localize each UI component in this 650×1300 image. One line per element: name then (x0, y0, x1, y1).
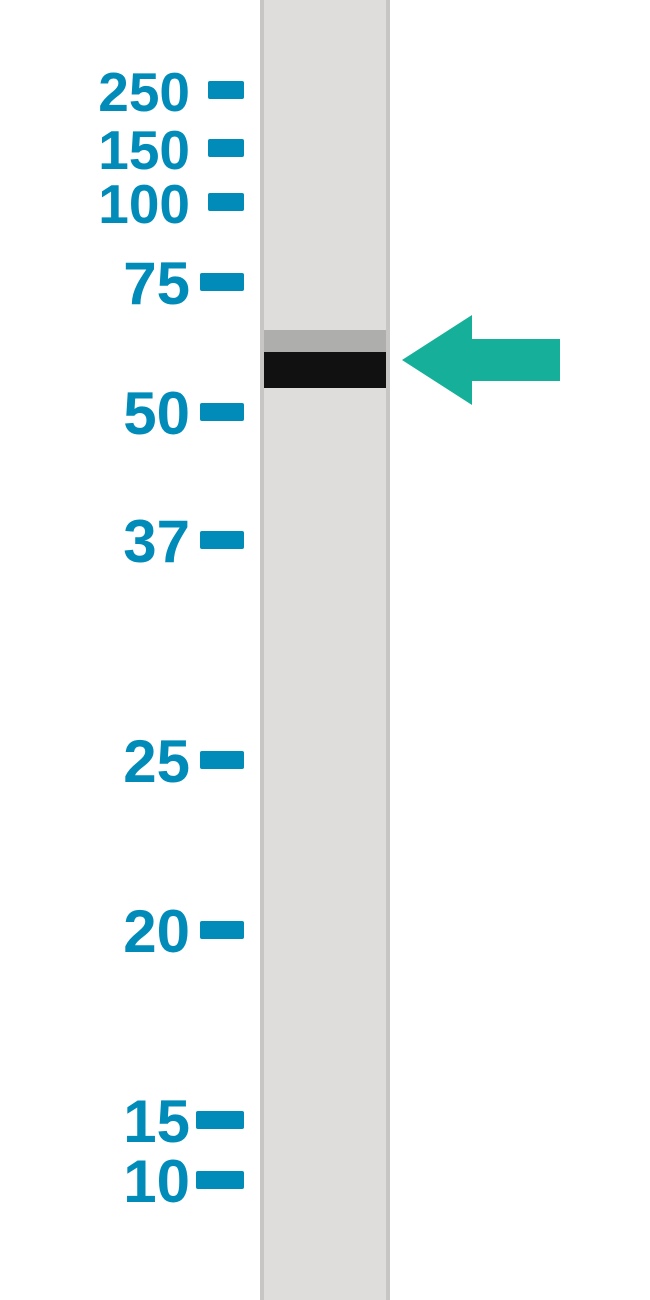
ladder-label: 25 (123, 727, 190, 796)
ladder-dash (196, 1111, 244, 1129)
ladder-dash (200, 273, 244, 291)
ladder-dash (196, 1171, 244, 1189)
ladder-label: 37 (123, 507, 190, 576)
ladder-label: 20 (123, 897, 190, 966)
ladder-dash (208, 139, 244, 157)
protein-band (264, 352, 386, 388)
ladder-dash (208, 81, 244, 99)
blot-canvas: 25015010075503725201510 (0, 0, 650, 1300)
ladder-label: 50 (123, 379, 190, 448)
ladder-label: 250 (98, 60, 190, 124)
blot-lane (260, 0, 390, 1300)
ladder-dash (200, 751, 244, 769)
ladder-label: 100 (98, 172, 190, 236)
ladder-label: 15 (123, 1087, 190, 1156)
ladder-dash (208, 193, 244, 211)
arrow-stem (470, 339, 560, 381)
arrow-head-icon (402, 315, 472, 405)
ladder-label: 10 (123, 1147, 190, 1216)
protein-band (264, 330, 386, 352)
ladder-dash (200, 403, 244, 421)
ladder-dash (200, 921, 244, 939)
ladder-dash (200, 531, 244, 549)
ladder-label: 75 (123, 249, 190, 318)
